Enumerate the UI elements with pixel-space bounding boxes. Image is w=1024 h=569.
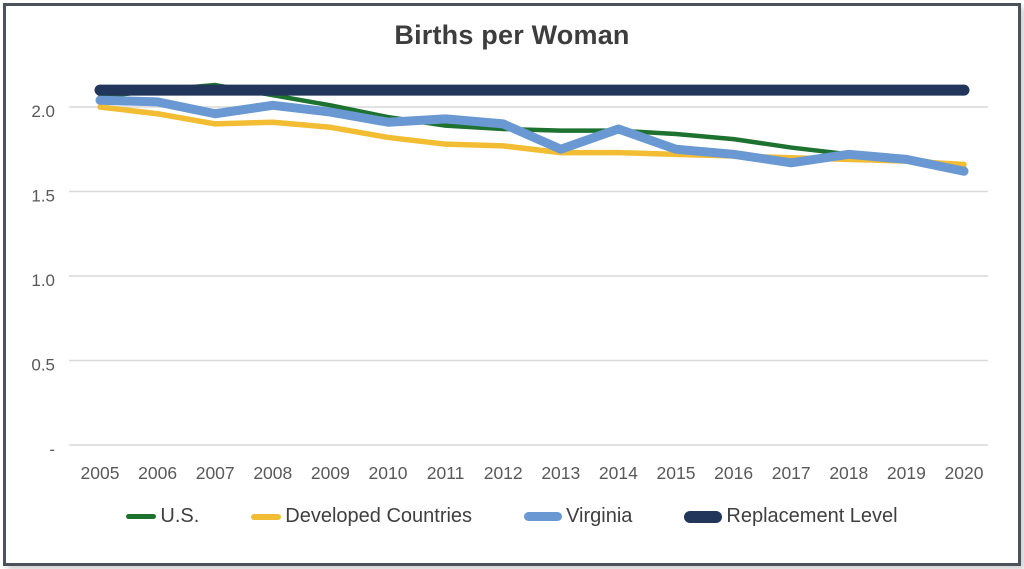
chart-title: Births per Woman xyxy=(394,20,630,50)
legend-item-virginia: Virginia xyxy=(524,505,632,528)
x-tick-label: 2020 xyxy=(945,463,984,483)
x-tick-label: 2014 xyxy=(599,463,638,483)
x-tick-label: 2016 xyxy=(714,463,753,483)
x-tick-label: 2005 xyxy=(81,463,120,483)
y-tick-label: 1.5 xyxy=(31,187,55,206)
series-line-virginia xyxy=(95,95,969,176)
x-tick-label: 2006 xyxy=(138,463,177,483)
legend-swatch-replacement-level xyxy=(684,510,723,523)
chart-frame: Births per Woman 2.0 1.5 1.0 0.5 - 2005 2006 20… xyxy=(3,3,1021,566)
legend-label-developed-countries: Developed Countries xyxy=(285,505,473,527)
legend-swatch-developed-countries xyxy=(251,513,282,520)
x-tick-label: 2008 xyxy=(253,463,292,483)
y-tick-label: - xyxy=(49,440,55,459)
legend-swatch-virginia xyxy=(524,512,563,521)
x-tick-label: 2019 xyxy=(887,463,926,483)
x-tick-label: 2007 xyxy=(196,463,235,483)
legend-swatch-u-s xyxy=(126,514,157,519)
x-tick-label: 2010 xyxy=(369,463,408,483)
legend-label-virginia: Virginia xyxy=(566,505,633,527)
x-tick-label: 2012 xyxy=(484,463,523,483)
legend-item-u-s: U.S. xyxy=(126,505,199,528)
x-tick-label: 2013 xyxy=(541,463,580,483)
legend-item-developed-countries: Developed Countries xyxy=(251,505,472,528)
legend-item-replacement-level: Replacement Level xyxy=(684,505,898,528)
x-tick-label: 2017 xyxy=(772,463,811,483)
x-tick-label: 2018 xyxy=(829,463,868,483)
y-tick-label: 0.5 xyxy=(31,356,55,375)
x-tick-label: 2009 xyxy=(311,463,350,483)
legend-label-replacement-level: Replacement Level xyxy=(726,505,898,527)
x-tick-label: 2015 xyxy=(657,463,696,483)
x-tick-label: 2011 xyxy=(427,463,465,483)
legend-label-u-s: U.S. xyxy=(160,505,200,527)
y-tick-label: 2.0 xyxy=(31,102,55,121)
legend: U.S. Developed Countries Virginia Replaceme… xyxy=(6,505,1018,528)
plot-area: 2.0 1.5 1.0 0.5 - 2005 2006 2007 2008 2009 2010 201… xyxy=(31,82,988,483)
y-tick-label: 1.0 xyxy=(31,271,55,290)
